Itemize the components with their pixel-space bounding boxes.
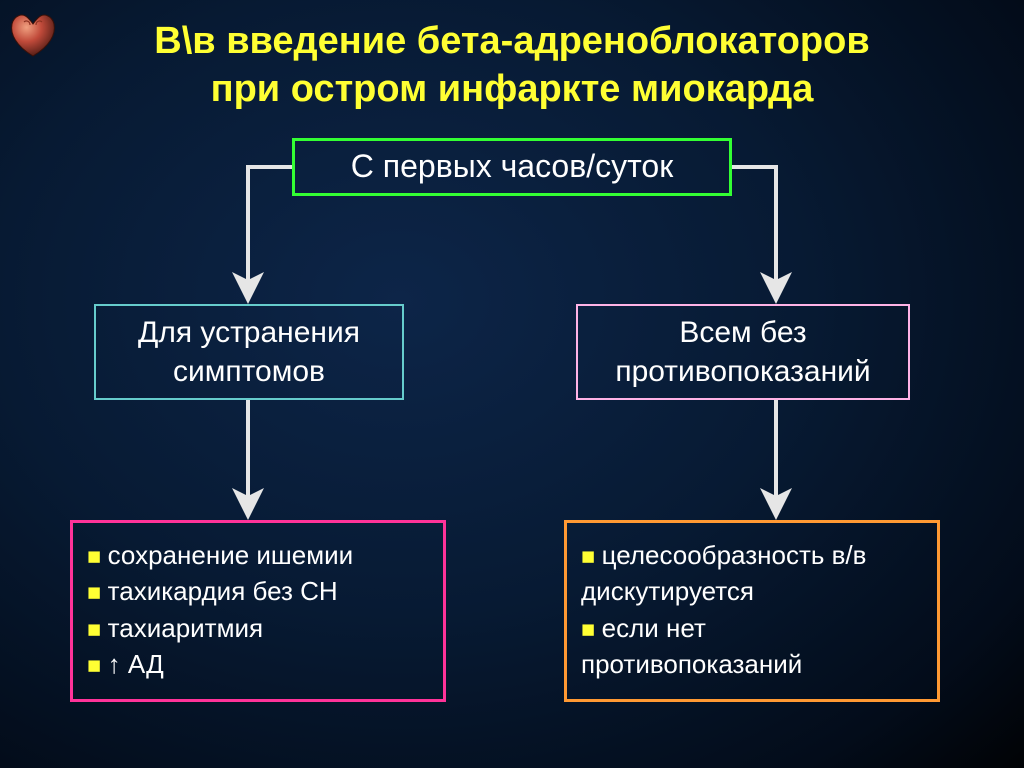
node-symptom-list: сохранение ишемиитахикардия без СНтахиар… — [70, 520, 446, 702]
connector-top-to-right — [732, 167, 776, 288]
node-all-no-contra-label: Всем безпротивопоказаний — [615, 313, 870, 391]
list-item: целесообразность в/в дискутируется — [581, 537, 923, 610]
node-all-no-contra: Всем безпротивопоказаний — [576, 304, 910, 400]
list-item: тахикардия без СН — [87, 573, 429, 609]
node-symptom-relief-label: Для устранениясимптомов — [138, 313, 360, 391]
list-item: сохранение ишемии — [87, 537, 429, 573]
title-line1: В\в введение бета-адреноблокаторов — [154, 20, 869, 62]
connector-top-to-left — [248, 167, 292, 288]
node-rationale-list: целесообразность в/в дискутируетсяесли н… — [564, 520, 940, 702]
title-line2: при остром инфаркте миокарда — [211, 68, 814, 110]
node-symptom-relief: Для устранениясимптомов — [94, 304, 404, 400]
slide-title: В\в введение бета-адреноблокаторов при о… — [0, 18, 1024, 113]
list-item: ↑ АД — [87, 646, 429, 682]
list-item: тахиаритмия — [87, 610, 429, 646]
node-first-hours: С первых часов/суток — [292, 138, 732, 196]
node-first-hours-label: С первых часов/суток — [351, 146, 673, 188]
list-item: если нет противопоказаний — [581, 610, 923, 683]
